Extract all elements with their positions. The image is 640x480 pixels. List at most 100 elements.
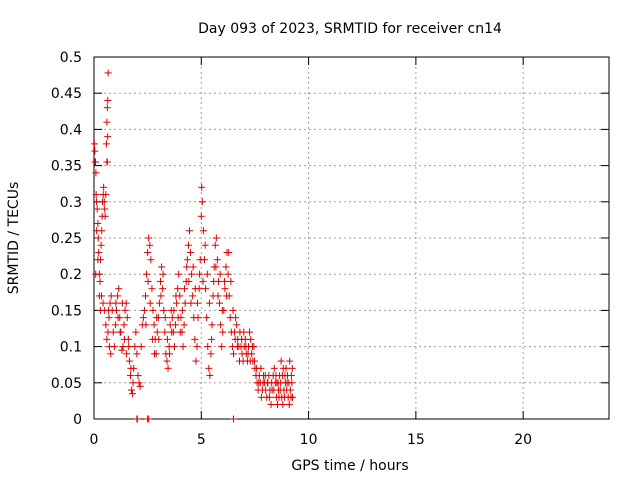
data-point: [203, 270, 211, 278]
data-point: [224, 270, 232, 278]
data-point: [197, 212, 205, 220]
data-point: [104, 133, 112, 141]
data-point: [248, 343, 256, 351]
data-point: [157, 292, 165, 300]
data-point: [163, 357, 171, 365]
data-point: [133, 350, 141, 358]
data-points: [90, 69, 296, 423]
data-point: [242, 343, 250, 351]
data-point: [153, 314, 161, 322]
data-point: [170, 306, 178, 314]
data-point: [100, 198, 108, 206]
data-point: [172, 321, 180, 329]
data-point: [155, 299, 163, 307]
data-point: [174, 314, 182, 322]
y-tick-label: 0.2: [60, 267, 82, 283]
data-point: [114, 292, 122, 300]
data-point: [273, 379, 281, 387]
data-point: [161, 328, 169, 336]
data-point: [277, 357, 285, 365]
data-point: [94, 256, 102, 264]
data-point: [132, 328, 140, 336]
data-point: [102, 191, 110, 199]
data-point: [192, 357, 200, 365]
data-point: [198, 198, 206, 206]
data-point: [103, 335, 111, 343]
data-point: [123, 314, 131, 322]
data-point: [203, 314, 211, 322]
data-point: [229, 350, 237, 358]
data-point: [247, 335, 255, 343]
x-tick-label: 10: [300, 432, 318, 448]
data-point: [188, 270, 196, 278]
data-point: [151, 350, 159, 358]
data-point: [142, 321, 150, 329]
data-point: [116, 328, 124, 336]
data-point: [185, 227, 193, 235]
y-tick-label: 0.1: [60, 340, 82, 356]
data-point: [107, 292, 115, 300]
data-point: [103, 158, 111, 166]
y-axis-label: SRMTID / TECUs: [6, 182, 22, 295]
data-point: [208, 321, 216, 329]
data-point: [140, 306, 148, 314]
data-point: [287, 393, 295, 401]
data-point: [193, 343, 201, 351]
data-point: [191, 335, 199, 343]
data-point: [115, 285, 123, 293]
data-point: [94, 234, 102, 242]
data-point: [145, 415, 153, 423]
y-tick-label: 0.3: [60, 195, 82, 211]
data-point: [164, 364, 172, 372]
x-tick-label: 15: [407, 432, 425, 448]
data-point: [103, 104, 111, 112]
data-point: [120, 321, 128, 329]
data-point: [158, 263, 166, 271]
data-point: [202, 285, 210, 293]
data-point: [270, 386, 278, 394]
x-tick-label: 20: [514, 432, 532, 448]
data-point: [95, 292, 103, 300]
data-point: [194, 314, 202, 322]
data-point: [95, 248, 103, 256]
data-point: [212, 234, 220, 242]
x-tick-label: 5: [197, 432, 206, 448]
data-point: [204, 343, 212, 351]
data-point: [178, 306, 186, 314]
y-tick-label: 0.5: [60, 50, 82, 66]
data-point: [201, 256, 209, 264]
data-point: [93, 227, 101, 235]
data-point: [92, 270, 100, 278]
data-point: [127, 364, 135, 372]
data-point: [176, 328, 184, 336]
data-point: [211, 241, 219, 249]
data-point: [93, 198, 101, 206]
data-point: [206, 372, 214, 380]
data-point: [183, 256, 191, 264]
data-point: [105, 343, 113, 351]
y-tick-label: 0: [73, 412, 82, 428]
data-point: [181, 285, 189, 293]
data-point: [216, 299, 224, 307]
data-point: [221, 285, 229, 293]
data-point: [196, 270, 204, 278]
data-point: [136, 382, 144, 390]
data-point: [233, 321, 241, 329]
data-point: [189, 263, 197, 271]
data-point: [118, 346, 126, 354]
data-point: [90, 140, 98, 148]
data-point: [168, 328, 176, 336]
y-tick-label: 0.35: [51, 159, 82, 175]
x-tick-labels: 0 5 10 15 20: [90, 432, 533, 448]
data-point: [219, 328, 227, 336]
data-point: [126, 372, 134, 380]
data-point: [143, 270, 151, 278]
grid-lines: [94, 57, 609, 419]
x-tick-label: 0: [90, 432, 99, 448]
data-point: [96, 306, 104, 314]
data-point: [179, 343, 187, 351]
y-tick-label: 0.15: [51, 303, 82, 319]
data-point: [227, 277, 235, 285]
data-point: [114, 314, 122, 322]
chart-title: Day 093 of 2023, SRMTID for receiver cn1…: [198, 21, 502, 37]
